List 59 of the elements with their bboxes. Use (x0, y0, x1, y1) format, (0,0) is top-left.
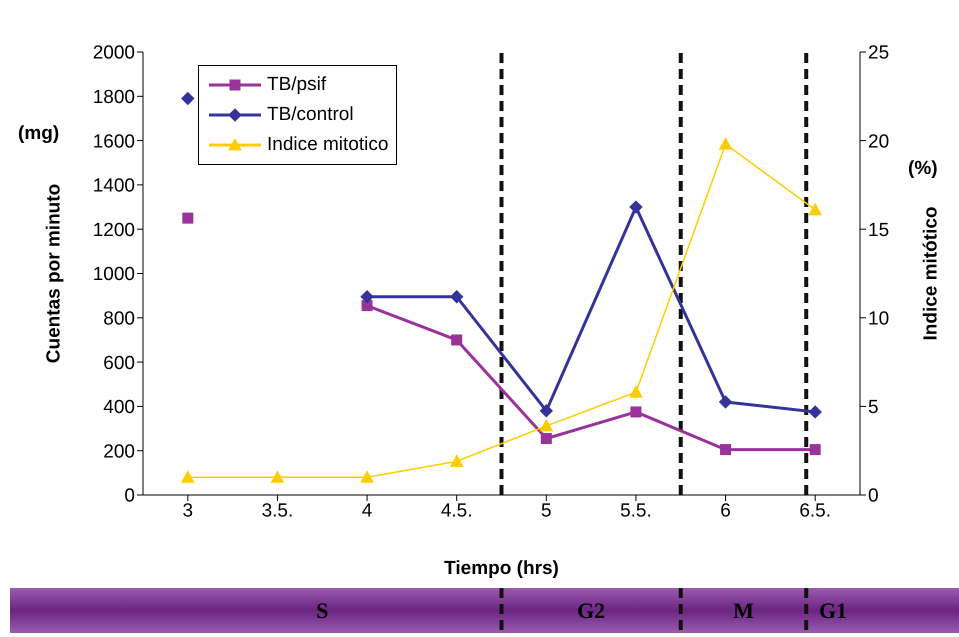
point (629, 386, 642, 398)
legend-label: TB/control (267, 104, 354, 126)
y2-axis-title: Indice mitótico (920, 206, 942, 341)
point (540, 419, 553, 432)
point (629, 200, 642, 214)
point (270, 470, 284, 483)
x-tick-label: 4.5. (440, 500, 473, 522)
point (540, 404, 553, 418)
point (360, 470, 374, 483)
text: G2 (576, 596, 606, 624)
text: (mg) (18, 123, 60, 145)
x-axis-title: Tiempo (hrs) (444, 558, 559, 579)
y-tick-label: 200 (103, 441, 135, 462)
x-tick-label: 3.5. (262, 500, 294, 522)
y2-tick-label: 15 (868, 220, 890, 241)
point (630, 406, 642, 418)
point (540, 433, 552, 444)
point (808, 203, 822, 216)
x-tick-label: 4 (362, 500, 373, 522)
y-tick-label: 600 (103, 352, 135, 374)
point (720, 444, 732, 456)
point (450, 290, 464, 304)
y2-tick-label: 0 (868, 486, 879, 507)
legend-label: Indice mitotico (267, 134, 388, 156)
text: S (315, 596, 330, 624)
text: (%) (908, 158, 938, 180)
point (181, 470, 194, 483)
y-axis-title: Cuentas por minuto (44, 184, 65, 364)
point (360, 290, 374, 304)
x-tick-label: 6 (720, 500, 731, 522)
y2-tick-label: 25 (868, 42, 890, 64)
legend-label: TB/psif (267, 74, 326, 96)
point (182, 212, 194, 224)
x-tick-label: 3 (182, 500, 194, 522)
x-tick-label: 6.5. (799, 500, 832, 522)
x-tick-label: 5.5. (620, 500, 652, 522)
y-tick-label: 1400 (92, 176, 135, 197)
y-tick-label: 2000 (92, 42, 135, 64)
y-tick-label: 1200 (92, 220, 135, 241)
y2-tick-label: 20 (868, 131, 890, 152)
point (719, 138, 732, 150)
point (808, 405, 822, 418)
point (362, 300, 373, 312)
point (181, 92, 194, 106)
point (719, 395, 732, 408)
y2-tick-label: 5 (868, 397, 879, 418)
x-tick-label: 5 (541, 500, 552, 522)
y-tick-label: 800 (103, 308, 135, 330)
y-tick-label: 400 (103, 397, 135, 418)
y-tick-label: 1800 (92, 87, 135, 108)
point (450, 454, 464, 467)
point (810, 444, 821, 456)
y-tick-label: 1000 (92, 264, 135, 286)
text: G1 (818, 596, 848, 624)
point (451, 334, 462, 346)
y2-tick-label: 10 (868, 308, 890, 330)
text: M (732, 596, 755, 624)
y-tick-label: 0 (124, 486, 135, 507)
y-tick-label: 1600 (92, 131, 135, 152)
